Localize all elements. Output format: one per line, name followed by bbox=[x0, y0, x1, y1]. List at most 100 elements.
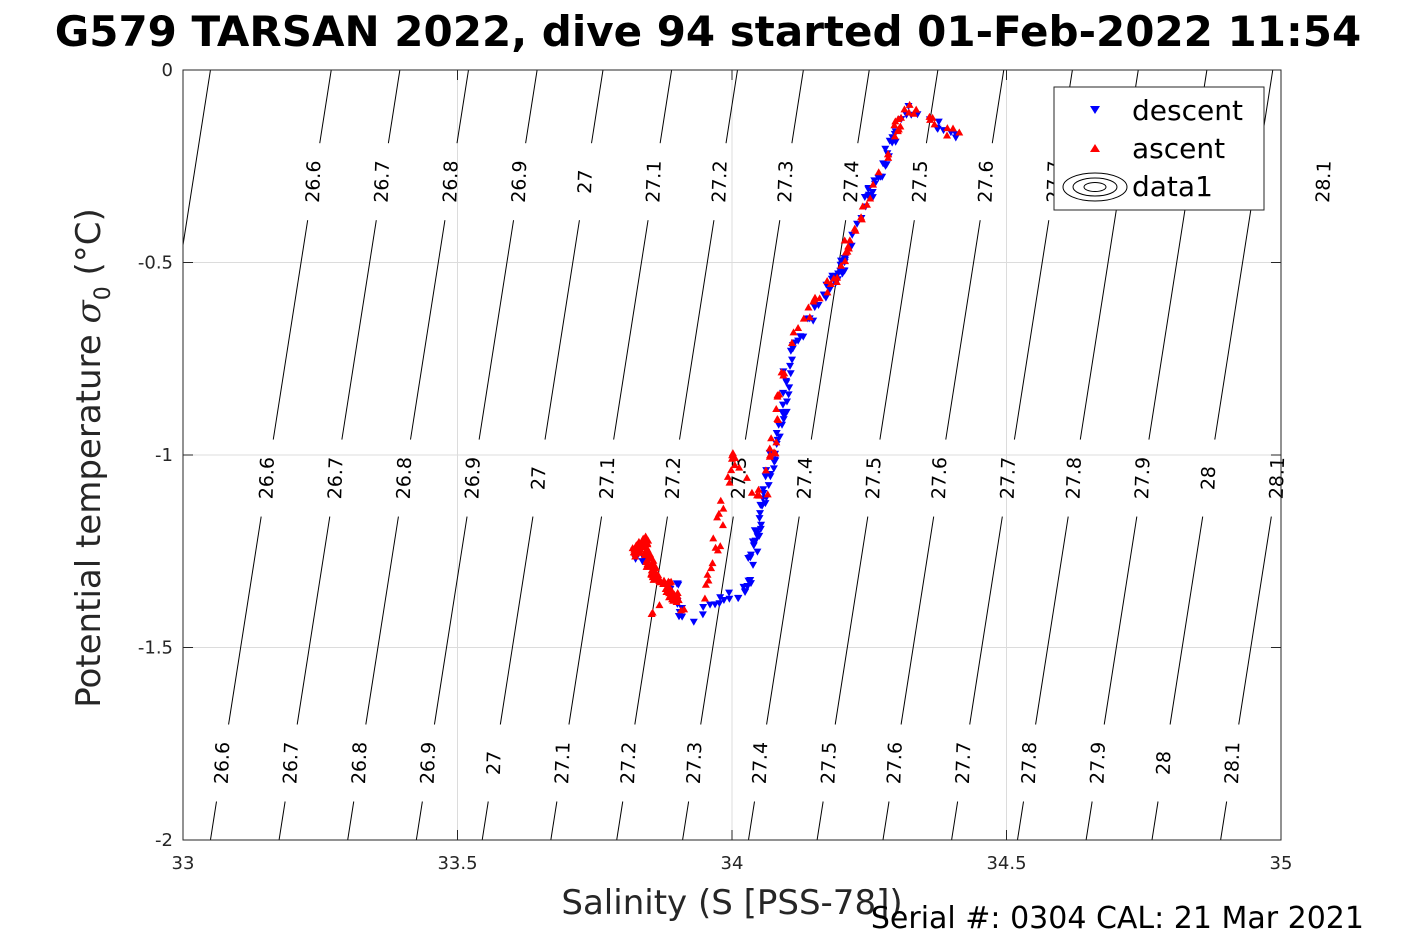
density-contour-label: 27.2 bbox=[662, 457, 685, 500]
descent-point bbox=[825, 286, 834, 294]
y-axis-label-main: Potential temperature bbox=[69, 324, 109, 708]
descent-point bbox=[725, 595, 734, 603]
descent-point bbox=[847, 242, 856, 250]
ascent-point bbox=[701, 580, 710, 588]
ascent-point bbox=[891, 117, 900, 125]
density-contour-line bbox=[659, 70, 673, 144]
density-contour-label: 26.6 bbox=[302, 160, 325, 203]
density-contour-line bbox=[744, 220, 781, 440]
descent-point bbox=[868, 188, 877, 196]
ascent-point bbox=[869, 180, 878, 188]
density-contour-label: 28.1 bbox=[1266, 457, 1289, 500]
density-contour-line bbox=[1035, 516, 1069, 725]
density-contour-label: 27.8 bbox=[1063, 457, 1086, 500]
density-contour-label: 26.6 bbox=[255, 457, 278, 500]
density-contour-line bbox=[456, 70, 469, 144]
descent-point bbox=[799, 333, 808, 341]
density-contour-line bbox=[1151, 801, 1159, 840]
ascent-point bbox=[826, 280, 835, 288]
ascent-point bbox=[773, 414, 782, 422]
ascent-point bbox=[900, 105, 909, 113]
ascent-point bbox=[805, 313, 814, 321]
ascent-point bbox=[664, 584, 673, 592]
ascent-point bbox=[866, 194, 875, 202]
density-contour-line bbox=[945, 220, 981, 440]
ascent-point bbox=[704, 576, 713, 584]
descent-point bbox=[782, 379, 791, 387]
ascent-point bbox=[823, 288, 832, 296]
ascent-point bbox=[703, 570, 712, 578]
descent-point bbox=[753, 548, 762, 556]
density-contour-line bbox=[481, 801, 489, 840]
descent-point bbox=[746, 554, 755, 562]
density-contour-label: 27 bbox=[483, 751, 506, 776]
descent-point bbox=[769, 465, 778, 473]
density-contour-line bbox=[410, 220, 446, 440]
density-contour-label: 27.3 bbox=[683, 741, 706, 784]
y-axis-label-subscript: 0 bbox=[91, 286, 116, 300]
density-contour-line bbox=[925, 70, 939, 144]
descent-point bbox=[853, 220, 862, 228]
ascent-point bbox=[747, 488, 756, 496]
ascent-point bbox=[754, 485, 763, 493]
descent-point bbox=[719, 597, 728, 605]
density-contour-label: 27.4 bbox=[794, 457, 817, 500]
ascent-point bbox=[629, 548, 638, 556]
density-contour-label: 28.1 bbox=[1221, 741, 1244, 784]
ascent-point bbox=[735, 463, 744, 471]
ascent-point bbox=[670, 594, 679, 602]
ascent-point bbox=[648, 558, 657, 566]
density-contour-line bbox=[682, 801, 690, 840]
density-contour-label: 27.6 bbox=[883, 741, 906, 784]
descent-point bbox=[764, 482, 773, 490]
ascent-point bbox=[755, 491, 764, 499]
ascent-point bbox=[711, 543, 720, 551]
legend-data1-label: data1 bbox=[1132, 170, 1213, 203]
ascent-point bbox=[651, 563, 660, 571]
legend: descent ascent data1 bbox=[1053, 86, 1265, 211]
ascent-point bbox=[799, 314, 808, 322]
descent-point bbox=[779, 416, 788, 424]
descent-point bbox=[759, 486, 768, 494]
density-contour-line bbox=[634, 516, 668, 725]
density-contour-label: 27.8 bbox=[1018, 741, 1041, 784]
density-contour-line bbox=[725, 70, 738, 144]
descent-point bbox=[881, 145, 890, 153]
ascent-point bbox=[955, 128, 964, 136]
ascent-point bbox=[840, 236, 849, 244]
ascent-point bbox=[730, 461, 739, 469]
descent-point bbox=[885, 137, 894, 145]
x-tick-label: 33.5 bbox=[437, 853, 477, 874]
descent-point bbox=[772, 430, 781, 438]
descent-point bbox=[785, 384, 794, 392]
density-contour-label: 26.6 bbox=[211, 741, 234, 784]
ascent-point bbox=[707, 564, 716, 572]
descent-point bbox=[878, 173, 887, 181]
ascent-point bbox=[874, 168, 883, 176]
ascent-point bbox=[773, 392, 782, 400]
descent-point bbox=[784, 391, 793, 399]
descent-point bbox=[725, 589, 734, 597]
ascent-point bbox=[845, 236, 854, 244]
density-contour-label: 27 bbox=[528, 466, 551, 491]
descent-point bbox=[734, 594, 743, 602]
density-contour-label: 26.9 bbox=[417, 741, 440, 784]
ascent-point bbox=[708, 559, 717, 567]
density-contour-label: 27.4 bbox=[749, 741, 772, 784]
ascent-point bbox=[651, 567, 660, 575]
density-contour-line bbox=[969, 516, 1003, 725]
density-contour-label: 27.6 bbox=[928, 457, 951, 500]
y-tick-label: -1.5 bbox=[138, 638, 173, 659]
descent-point bbox=[870, 177, 879, 185]
density-contour-label: 28.1 bbox=[1312, 160, 1335, 203]
ascent-point bbox=[844, 244, 853, 252]
ascent-point bbox=[765, 444, 774, 452]
density-contour-label: 27.1 bbox=[551, 741, 574, 784]
density-contour-line bbox=[1220, 801, 1228, 840]
descent-point bbox=[778, 421, 787, 429]
ascent-point bbox=[665, 578, 674, 586]
descent-point bbox=[782, 398, 791, 406]
ascent-point bbox=[713, 513, 722, 521]
descent-point bbox=[951, 134, 960, 142]
density-contour-label: 26.8 bbox=[393, 457, 416, 500]
